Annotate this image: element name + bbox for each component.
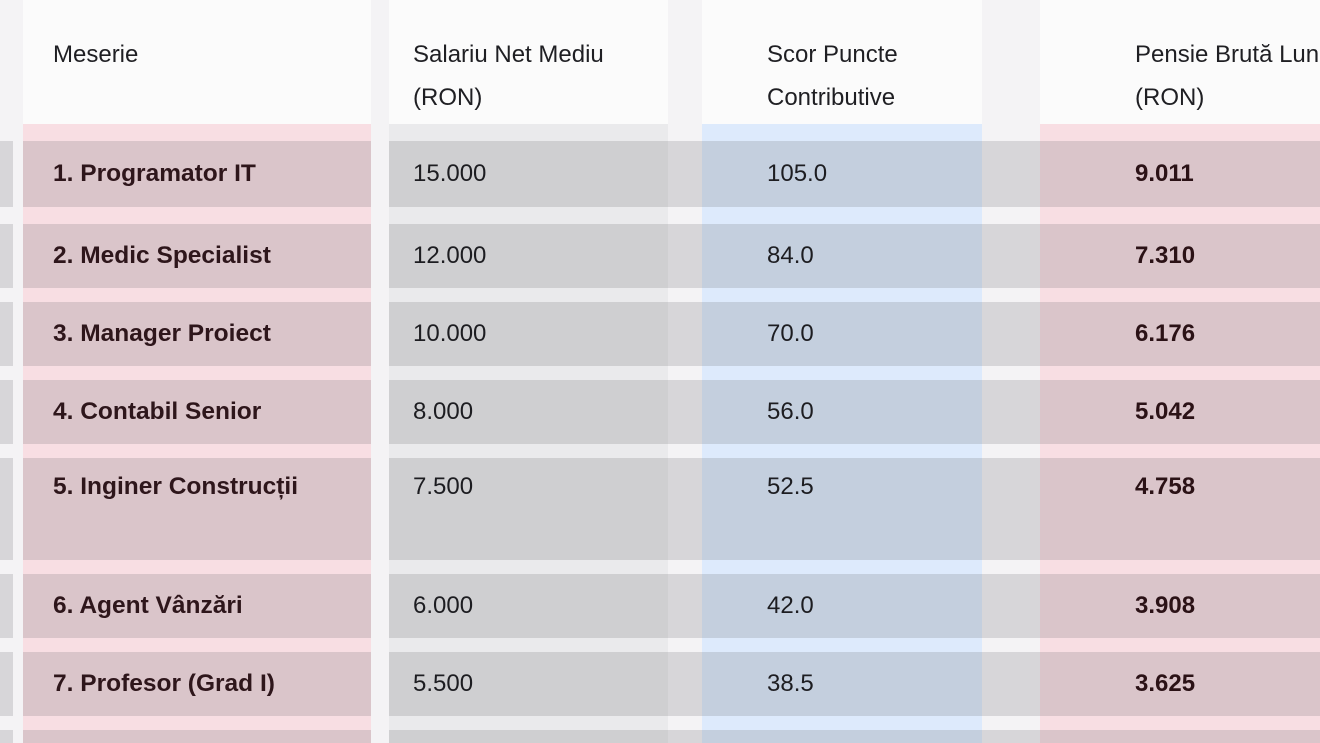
row-shade-left-fragment [0, 141, 13, 207]
cell-scor: 105.0 [767, 160, 828, 187]
cell-pensie: 4.758 [1135, 473, 1196, 500]
column-strip-pensie [1040, 124, 1320, 743]
row-shade-meserie [23, 224, 371, 288]
cell-salariu: 15.000 [413, 160, 487, 187]
row-shade-left-fragment [0, 458, 13, 560]
row-shade-left-fragment [0, 302, 13, 366]
row-shade-left-fragment [0, 652, 13, 716]
header-pensie-line2: (RON) [1135, 84, 1205, 111]
row-shade-values [389, 730, 1320, 743]
cell-scor: 38.5 [767, 670, 814, 697]
cell-pensie: 9.011 [1135, 160, 1194, 187]
table-row: 3. Manager Proiect 10.000 70.0 6.176 [0, 302, 1320, 366]
row-shade-values [389, 380, 1320, 444]
row-shade-left-fragment [0, 730, 13, 743]
row-shade-left-fragment [0, 574, 13, 638]
cell-meserie: 3. Manager Proiect [53, 320, 271, 347]
table-row-partial [0, 730, 1320, 743]
header-backdrop-meserie [23, 0, 371, 124]
cell-scor: 52.5 [767, 473, 814, 500]
row-shade-values [389, 224, 1320, 288]
cell-salariu: 8.000 [413, 398, 474, 425]
cell-salariu: 12.000 [413, 242, 487, 269]
table-row: 6. Agent Vânzări 6.000 42.0 3.908 [0, 574, 1320, 638]
header-scor-line1: Scor Puncte [767, 41, 898, 68]
table-row: 5. Inginer Construcții 7.500 52.5 4.758 [0, 458, 1320, 560]
header-scor-line2: Contributive [767, 84, 896, 111]
row-shade-values [389, 574, 1320, 638]
row-shade-meserie [23, 141, 371, 207]
cell-meserie: 1. Programator IT [53, 160, 256, 187]
cell-scor: 42.0 [767, 592, 814, 619]
table-row: 4. Contabil Senior 8.000 56.0 5.042 [0, 380, 1320, 444]
header-salariu-line1: Salariu Net Mediu [413, 41, 604, 68]
column-strip-meserie [23, 124, 371, 743]
header-salariu-line2: (RON) [413, 84, 483, 111]
header-backdrop-pensie [1040, 0, 1320, 124]
header-pensie-line1: Pensie Brută Lunară [1135, 41, 1320, 68]
cell-salariu: 6.000 [413, 592, 474, 619]
row-shade-values [389, 302, 1320, 366]
row-shade-meserie [23, 574, 371, 638]
header-backdrop-scor [702, 0, 982, 124]
row-shade-meserie [23, 652, 371, 716]
cell-meserie: 7. Profesor (Grad I) [53, 670, 275, 697]
cell-meserie: 2. Medic Specialist [53, 242, 271, 269]
row-shade-left-fragment [0, 380, 13, 444]
row-shade-meserie [23, 730, 371, 743]
cell-salariu: 10.000 [413, 320, 487, 347]
table-row: 1. Programator IT 15.000 105.0 9.011 [0, 141, 1320, 207]
cell-scor: 84.0 [767, 242, 814, 269]
row-shade-values [389, 141, 1320, 207]
row-shade-left-fragment [0, 224, 13, 288]
column-strip-scor [702, 124, 982, 743]
row-shade-meserie [23, 302, 371, 366]
cell-pensie: 5.042 [1135, 398, 1196, 425]
cell-meserie: 6. Agent Vânzări [53, 592, 243, 619]
row-shade-meserie [23, 458, 371, 560]
cell-salariu: 5.500 [413, 670, 474, 697]
header-backdrop-salariu [389, 0, 668, 124]
row-shade-meserie [23, 380, 371, 444]
table-row: 7. Profesor (Grad I) 5.500 38.5 3.625 [0, 652, 1320, 716]
cell-pensie: 3.625 [1135, 670, 1196, 697]
cell-meserie: 4. Contabil Senior [53, 398, 262, 425]
cell-pensie: 7.310 [1135, 242, 1196, 269]
cell-salariu: 7.500 [413, 473, 474, 500]
cell-meserie: 5. Inginer Construcții [53, 473, 299, 500]
header-meserie-label: Meserie [53, 41, 139, 68]
cell-pensie: 6.176 [1135, 320, 1196, 347]
cell-scor: 56.0 [767, 398, 814, 425]
cell-pensie: 3.908 [1135, 592, 1196, 619]
table-row: 2. Medic Specialist 12.000 84.0 7.310 [0, 224, 1320, 288]
row-shade-values [389, 652, 1320, 716]
cell-scor: 70.0 [767, 320, 814, 347]
row-shade-values [389, 458, 1320, 560]
column-strip-salariu [389, 124, 668, 743]
